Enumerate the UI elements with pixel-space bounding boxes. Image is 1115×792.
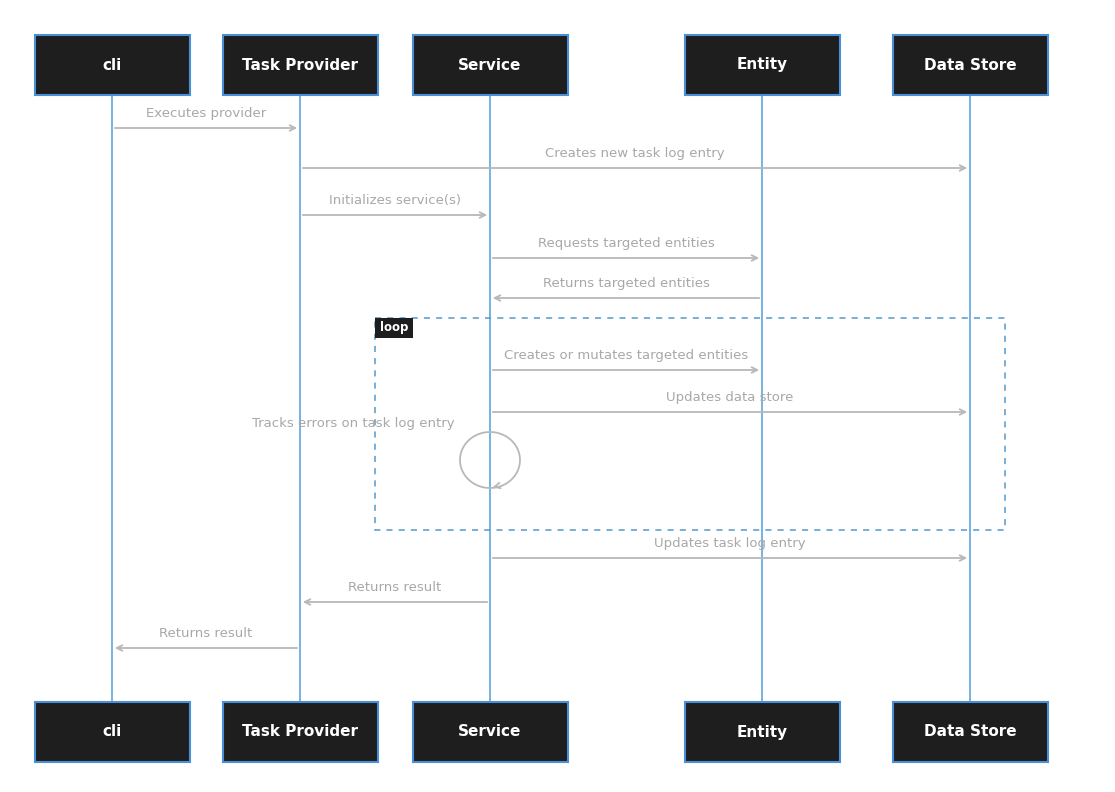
Text: Returns result: Returns result [159, 627, 253, 640]
Text: Task Provider: Task Provider [242, 58, 358, 73]
Text: Requests targeted entities: Requests targeted entities [537, 237, 715, 250]
Text: Task Provider: Task Provider [242, 725, 358, 740]
FancyBboxPatch shape [35, 702, 190, 762]
Text: Tracks errors on task log entry: Tracks errors on task log entry [252, 417, 455, 430]
Text: Entity: Entity [736, 725, 787, 740]
Text: cli: cli [103, 725, 122, 740]
FancyBboxPatch shape [223, 35, 378, 95]
Text: Data Store: Data Store [923, 725, 1016, 740]
Text: Returns result: Returns result [348, 581, 442, 594]
Text: Creates new task log entry: Creates new task log entry [545, 147, 725, 160]
Text: Updates task log entry: Updates task log entry [655, 537, 806, 550]
FancyBboxPatch shape [892, 35, 1047, 95]
Text: Service: Service [458, 725, 522, 740]
FancyBboxPatch shape [35, 35, 190, 95]
Text: cli: cli [103, 58, 122, 73]
Text: Initializes service(s): Initializes service(s) [329, 194, 460, 207]
Text: Updates data store: Updates data store [667, 391, 794, 404]
Text: loop: loop [380, 322, 408, 334]
Text: Data Store: Data Store [923, 58, 1016, 73]
FancyBboxPatch shape [413, 702, 568, 762]
Text: Creates or mutates targeted entities: Creates or mutates targeted entities [504, 349, 748, 362]
Text: Executes provider: Executes provider [146, 107, 266, 120]
FancyBboxPatch shape [375, 318, 413, 338]
FancyBboxPatch shape [892, 702, 1047, 762]
Text: Service: Service [458, 58, 522, 73]
FancyBboxPatch shape [223, 702, 378, 762]
FancyBboxPatch shape [685, 35, 840, 95]
FancyBboxPatch shape [685, 702, 840, 762]
FancyBboxPatch shape [413, 35, 568, 95]
Text: Entity: Entity [736, 58, 787, 73]
Text: Returns targeted entities: Returns targeted entities [543, 277, 709, 290]
